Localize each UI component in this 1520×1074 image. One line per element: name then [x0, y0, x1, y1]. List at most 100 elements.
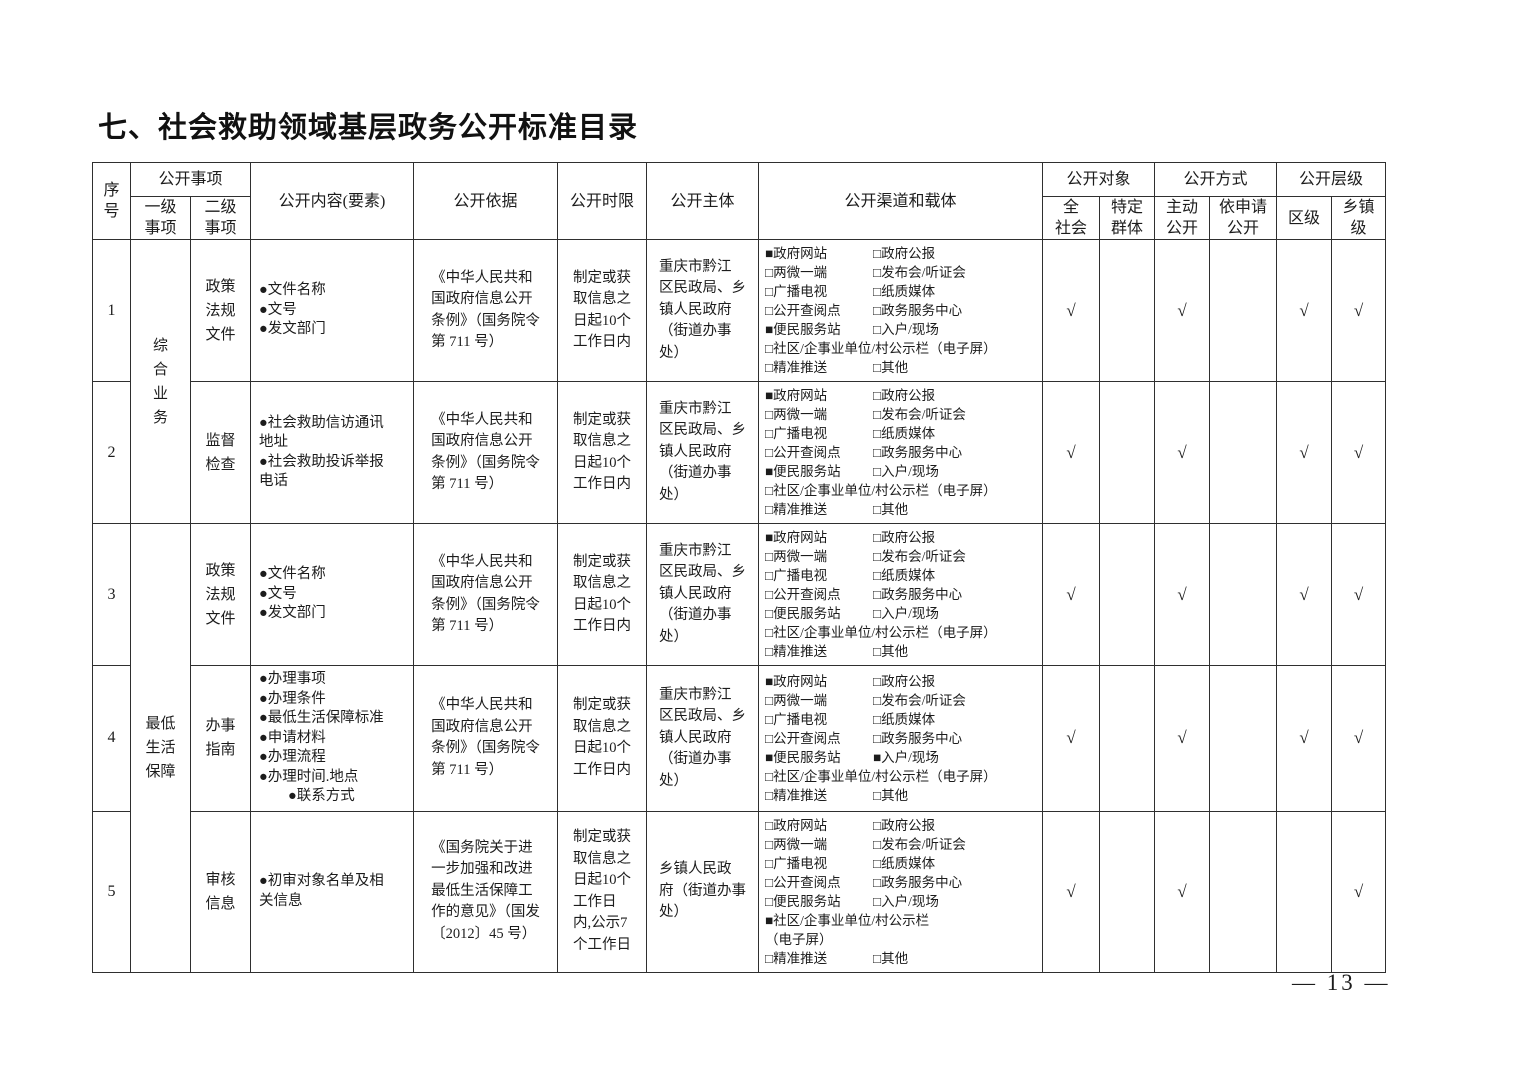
channel-precise-push: □精准推送: [765, 360, 828, 375]
row-number: 5: [92, 810, 131, 973]
subject-cell: 乡镇人民政 府（街道办事 处）: [646, 810, 760, 973]
check-proactive: √: [1154, 523, 1211, 666]
header-methods: 公开方式: [1154, 162, 1278, 197]
channel-gov-gazette: □政府公报: [873, 673, 936, 689]
time-limit-text: 制定或获 取信息之 日起10个 工作日内: [573, 697, 632, 778]
channel-reading-point: □公开查阅点: [765, 874, 841, 890]
header-township-level: 乡镇 级: [1331, 196, 1387, 240]
channel-two-micro: □两微一端: [765, 265, 828, 280]
check-proactive: √: [1154, 810, 1211, 973]
row-number: 1: [92, 239, 131, 382]
content-cell: ●文件名称 ●文号 ●发文部门: [250, 523, 415, 666]
table-row-3: 3 最低 生活 保障 政策 法规 文件 ●文件名称 ●文号 ●发文部门 《中华人…: [92, 523, 1387, 973]
channel-paper-media: □纸质媒体: [873, 426, 936, 441]
channel-onsite: □入户/现场: [873, 464, 939, 479]
channel-list: ■政府网站 □政府公报 □两微一端 □发布会/听证会 □广播电视 □纸质媒体 □…: [760, 525, 1042, 665]
level2-item: 政策 法规 文件: [189, 239, 252, 382]
channel-gov-website: ■政府网站: [765, 388, 828, 403]
subject-text: 重庆市黔江 区民政局、乡 镇人民政府 （街道办事 处）: [659, 258, 747, 361]
channels-cell: ■政府网站 □政府公报 □两微一端 □发布会/听证会 □广播电视 □纸质媒体 □…: [758, 239, 1044, 382]
basis-text: 《中华人民共和 国政府信息公开 条例》（国务院令 第 711 号）: [431, 411, 540, 493]
channel-two-micro: □两微一端: [765, 549, 828, 564]
header-disclosure-items: 公开事项: [129, 162, 252, 197]
subject-cell: 重庆市黔江 区民政局、乡 镇人民政府 （街道办事 处）: [646, 239, 760, 382]
subject-cell: 重庆市黔江 区民政局、乡 镇人民政府 （街道办事 处）: [646, 523, 760, 666]
page-title: 七、社会救助领域基层政务公开标准目录: [98, 112, 639, 144]
channel-precise-push: □精准推送: [765, 787, 828, 803]
check-district: √: [1276, 381, 1333, 524]
level2-item: 政策 法规 文件: [189, 523, 252, 666]
channel-press-conference: □发布会/听证会: [873, 549, 966, 564]
channel-onsite: □入户/现场: [873, 322, 939, 337]
channel-precise-push: □精准推送: [765, 644, 828, 659]
channel-gov-gazette: □政府公报: [873, 246, 936, 261]
content-cell: ●办理事项 ●办理条件 ●最低生活保障标准 ●申请材料 ●办理流程 ●办理时间.…: [250, 665, 415, 812]
check-specific-group: [1099, 381, 1156, 524]
basis-text: 《中华人民共和 国政府信息公开 条例》（国务院令 第 711 号）: [431, 553, 540, 635]
channel-onsite: □入户/现场: [873, 893, 939, 909]
channel-other: □其他: [873, 360, 909, 375]
table-row-2: 2 监督 检查 ●社会救助信访通讯 地址 ●社会救助投诉举报 电话 《中华人民共…: [92, 381, 1387, 524]
channels-cell: □政府网站 □政府公报 □两微一端 □发布会/听证会 □广播电视 □纸质媒体 □…: [758, 810, 1044, 973]
channel-reading-point: □公开查阅点: [765, 303, 841, 318]
channel-community-board: □社区/企事业单位/村公示栏（电子屏）: [765, 768, 997, 784]
check-district: √: [1276, 665, 1333, 812]
channel-list: ■政府网站 □政府公报 □两微一端 □发布会/听证会 □广播电视 □纸质媒体 □…: [760, 383, 1042, 523]
channel-broadcast-tv: □广播电视: [765, 284, 828, 299]
channel-gov-website: ■政府网站: [765, 673, 828, 689]
level1-item-general: 综 合 业 务: [130, 239, 191, 524]
channel-other: □其他: [873, 787, 909, 803]
check-specific-group: [1099, 523, 1156, 666]
channel-service-center: □政务服务中心: [873, 874, 963, 890]
check-all-society: √: [1042, 523, 1101, 666]
channel-community-board: □社区/企事业单位/村公示栏（电子屏）: [765, 625, 997, 640]
row-number: 4: [92, 665, 131, 812]
basis-cell: 《国务院关于进 一步加强和改进 最低生活保障工 作的意见》（国发 〔2012〕4…: [413, 810, 559, 973]
channel-other: □其他: [873, 644, 909, 659]
content-cell: ●社会救助信访通讯 地址 ●社会救助投诉举报 电话: [250, 381, 415, 524]
page-number: — 13 —: [1292, 970, 1391, 995]
table-row-4: 4 办事 指南 ●办理事项 ●办理条件 ●最低生活保障标准 ●申请材料 ●办理流…: [92, 665, 1387, 812]
basis-text: 《中华人民共和 国政府信息公开 条例》（国务院令 第 711 号）: [431, 697, 540, 778]
check-specific-group: [1099, 665, 1156, 812]
basis-cell: 《中华人民共和 国政府信息公开 条例》（国务院令 第 711 号）: [413, 239, 559, 382]
check-all-society: √: [1042, 381, 1101, 524]
channel-broadcast-tv: □广播电视: [765, 711, 828, 727]
channel-precise-push: □精准推送: [765, 502, 828, 517]
header-levels: 公开层级: [1276, 162, 1387, 197]
time-limit-cell: 制定或获 取信息之 日起10个 工作日 内,公示7 个工作日: [557, 810, 648, 973]
time-limit-text: 制定或获 取信息之 日起10个 工作日内: [573, 269, 632, 351]
check-township: √: [1331, 523, 1387, 666]
header-district-level: 区级: [1276, 196, 1333, 240]
time-limit-text: 制定或获 取信息之 日起10个 工作日内: [573, 553, 632, 635]
check-all-society: √: [1042, 810, 1101, 973]
channel-broadcast-tv: □广播电视: [765, 568, 828, 583]
subject-cell: 重庆市黔江 区民政局、乡 镇人民政府 （街道办事 处）: [646, 665, 760, 812]
check-on-request: [1209, 381, 1278, 524]
time-limit-cell: 制定或获 取信息之 日起10个 工作日内: [557, 239, 648, 382]
header-serial: 序 号: [92, 162, 131, 240]
channel-other: □其他: [873, 950, 909, 966]
time-limit-text: 制定或获 取信息之 日起10个 工作日内: [573, 411, 632, 493]
channel-list: ■政府网站 □政府公报 □两微一端 □发布会/听证会 □广播电视 □纸质媒体 □…: [760, 668, 1042, 809]
channel-press-conference: □发布会/听证会: [873, 836, 966, 852]
content-cell: ●初审对象名单及相 关信息: [250, 810, 415, 973]
channel-two-micro: □两微一端: [765, 407, 828, 422]
header-basis: 公开依据: [413, 162, 559, 240]
channels-cell: ■政府网站 □政府公报 □两微一端 □发布会/听证会 □广播电视 □纸质媒体 □…: [758, 665, 1044, 812]
channel-service-station: ■便民服务站: [765, 749, 841, 765]
channel-reading-point: □公开查阅点: [765, 730, 841, 746]
channel-onsite: ■入户/现场: [873, 749, 939, 765]
channel-service-station: ■便民服务站: [765, 322, 841, 337]
time-limit-cell: 制定或获 取信息之 日起10个 工作日内: [557, 665, 648, 812]
header-row-2: 一级 事项 二级 事项 全 社会 特定 群体 主动 公开 依申请 公开 区级 乡…: [93, 196, 1387, 240]
channel-gov-website: □政府网站: [765, 817, 828, 833]
basis-cell: 《中华人民共和 国政府信息公开 条例》（国务院令 第 711 号）: [413, 665, 559, 812]
table-row-5: 5 审核 信息 ●初审对象名单及相 关信息 《国务院关于进 一步加强和改进 最低…: [92, 810, 1387, 973]
check-on-request: [1209, 523, 1278, 666]
channel-precise-push: □精准推送: [765, 950, 828, 966]
channel-other: □其他: [873, 502, 909, 517]
channel-service-station: □便民服务站: [765, 606, 841, 621]
table-row-1: 1 综 合 业 务 政策 法规 文件 ●文件名称 ●文号 ●发文部门 《中华人民…: [92, 239, 1387, 524]
